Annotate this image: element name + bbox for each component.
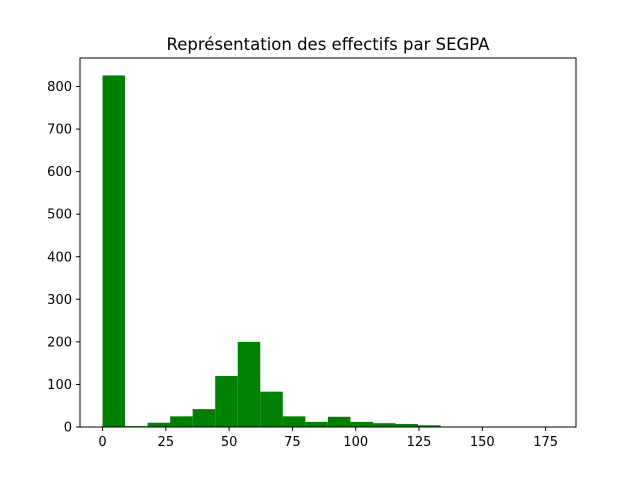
y-tick-label: 100 bbox=[47, 378, 72, 393]
x-tick-label: 125 bbox=[407, 435, 432, 450]
histogram-bar-8 bbox=[282, 416, 306, 427]
x-tick-label: 150 bbox=[470, 435, 495, 450]
histogram-bar-12 bbox=[372, 423, 396, 427]
y-tick-label: 400 bbox=[47, 250, 72, 265]
y-tick-label: 300 bbox=[47, 293, 72, 308]
plot-frame bbox=[79, 57, 577, 428]
y-tick-label: 200 bbox=[47, 335, 72, 350]
y-tick-label: 500 bbox=[47, 208, 72, 223]
x-tick-label: 175 bbox=[533, 435, 558, 450]
histogram-bar-7 bbox=[260, 391, 283, 427]
histogram-bar-0 bbox=[102, 75, 126, 427]
chart-title: Représentation des effectifs par SEGPA bbox=[167, 35, 491, 54]
histogram-bar-9 bbox=[305, 421, 328, 427]
y-tick-label: 0 bbox=[64, 421, 72, 436]
y-tick-label: 700 bbox=[47, 123, 72, 138]
histogram-bar-4 bbox=[192, 409, 216, 427]
y-tick-label: 600 bbox=[47, 165, 72, 180]
x-tick-label: 100 bbox=[343, 435, 368, 450]
histogram-bar-11 bbox=[350, 421, 373, 427]
histogram-bar-14 bbox=[418, 425, 441, 427]
histogram-bar-13 bbox=[395, 424, 419, 427]
x-axis-ticks: 0 25 50 75 100 125 150 175 bbox=[98, 427, 558, 450]
bars-group bbox=[102, 75, 554, 427]
histogram-bar-2 bbox=[147, 422, 171, 427]
x-tick-label: 50 bbox=[221, 435, 238, 450]
histogram-bar-6 bbox=[237, 341, 261, 427]
y-axis-ticks: 0 100 200 300 400 500 600 700 800 bbox=[47, 80, 80, 436]
histogram-bar-5 bbox=[215, 375, 238, 427]
x-tick-label: 75 bbox=[284, 435, 301, 450]
y-tick-label: 800 bbox=[47, 80, 72, 95]
histogram-bar-3 bbox=[170, 416, 193, 427]
histogram-bar-10 bbox=[327, 416, 351, 427]
x-tick-label: 0 bbox=[98, 435, 106, 450]
x-tick-label: 25 bbox=[158, 435, 175, 450]
